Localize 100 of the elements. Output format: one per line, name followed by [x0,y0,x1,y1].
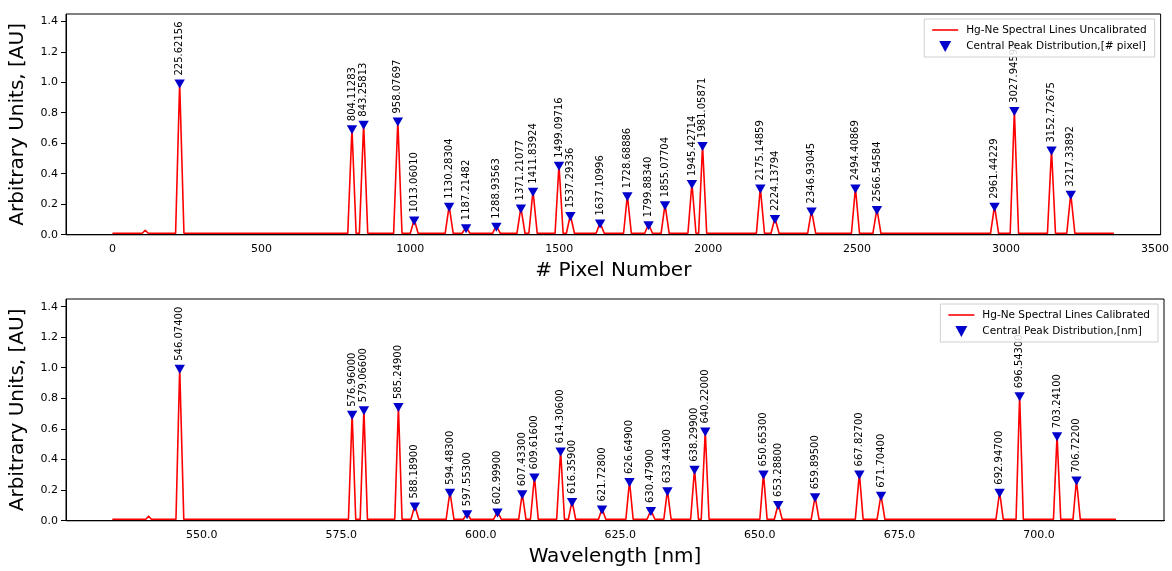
annotation: 616.35900 [565,439,577,494]
annotation: 2494.40869 [849,120,861,181]
y-tick-label: 0.8 [40,105,58,119]
annotation: 1537.29336 [563,147,575,208]
y-tick-label: 0.2 [40,483,58,497]
point [624,478,635,488]
point [1071,476,1082,486]
annotation: 614.30600 [554,389,566,444]
annotation: 843.25813 [357,62,369,117]
point [596,505,608,515]
annotation: 585.24900 [392,345,403,400]
annotation: 1411.83924 [526,123,538,184]
point [850,184,861,194]
x-tick-label: 625.0 [604,528,637,542]
point [769,215,781,225]
annotation: 633.44300 [661,429,673,484]
y-tick-label: 1.2 [40,44,58,58]
annotation: 3152.72675 [1045,82,1057,143]
annotation: 588.18900 [408,444,420,499]
x-tick-label: 600.0 [465,528,497,542]
x-tick-label: 575.0 [325,528,357,542]
annotation: 2961.44229 [988,138,1000,199]
point [594,219,606,229]
y-tick-label: 1.2 [40,330,58,344]
point [566,497,578,507]
annotation: 671.70400 [874,433,886,488]
point [659,201,671,211]
annotation: 2175.14859 [753,120,765,181]
point [527,187,539,197]
point [809,493,821,503]
point [529,473,540,483]
point [643,221,654,231]
point [662,487,673,497]
y-tick-label: 0.2 [40,197,58,211]
point [515,204,527,214]
y-tick-label: 1.4 [40,299,58,313]
annotation: 659.89500 [808,435,820,490]
annotation: 1855.07704 [658,136,670,198]
y-tick-label: 0.6 [40,136,58,150]
y-tick-label: 1.0 [40,75,58,89]
legend-label: Hg-Ne Spectral Lines Calibrated [982,307,1150,320]
annotation: 621.72800 [595,447,607,502]
annotation: 602.99900 [491,450,503,505]
x-tick-label: 650.0 [744,528,776,542]
annotation: 1499.09716 [552,97,564,158]
point [555,447,566,457]
point [1014,392,1025,402]
point [686,180,698,190]
point [1051,432,1063,442]
y-tick-label: 0.0 [40,513,58,527]
y-tick-label: 0.4 [40,166,58,180]
y-tick-label: 0.0 [40,227,58,241]
annotation: 1288.93563 [489,158,501,219]
annotation: 804.11283 [345,67,357,122]
point [758,470,769,480]
annotation: 2566.54584 [870,141,882,202]
annotation: 1728.68886 [620,127,632,189]
y-tick-label: 0.4 [40,452,58,466]
annotation: 1187.21482 [459,159,471,221]
x-tick-label: 2500 [843,242,872,256]
point [697,141,708,151]
annotation: 609.61600 [528,415,540,470]
x-tick-label: 0 [108,242,116,256]
x-tick-label: 3500 [1140,242,1169,256]
annotation: 1981.05871 [696,77,708,138]
point [645,507,657,517]
point [994,488,1005,498]
annotation: 2346.93045 [805,142,817,204]
annotation: 958.07697 [391,59,403,114]
x-tick-label: 500 [250,242,272,256]
annotation: 597.55300 [460,452,472,507]
annotation: 630.47900 [644,449,656,504]
annotation: 696.54300 [1013,334,1025,389]
point [393,403,404,413]
x-tick-label: 1000 [396,242,425,256]
annotation: 1013.06010 [407,152,419,213]
point [689,465,700,475]
annotation: 1799.88340 [642,156,654,218]
point [565,212,576,221]
point [871,205,883,215]
x-axis-title: Wavelength [nm] [528,543,702,568]
point [346,125,358,135]
annotation: 692.94700 [993,430,1005,485]
annotation: 3217.33892 [1064,126,1076,187]
point [491,222,502,232]
x-tick-label: 3000 [992,242,1021,256]
annotation: 650.65300 [757,412,769,467]
legend-label: Hg-Ne Spectral Lines Uncalibrated [966,22,1147,35]
annotation: 640.22000 [698,369,710,424]
annotation: 626.64900 [623,419,635,475]
y-tick-label: 1.0 [40,360,58,374]
point [444,488,456,498]
x-tick-label: 550.0 [185,528,218,542]
point [358,406,370,416]
y-tick-label: 0.6 [40,421,58,435]
x-tick-label: 700.0 [1023,528,1055,542]
annotation: 703.24100 [1050,374,1062,429]
annotation: 546.07400 [173,306,185,361]
point [553,161,565,171]
point [806,207,817,217]
